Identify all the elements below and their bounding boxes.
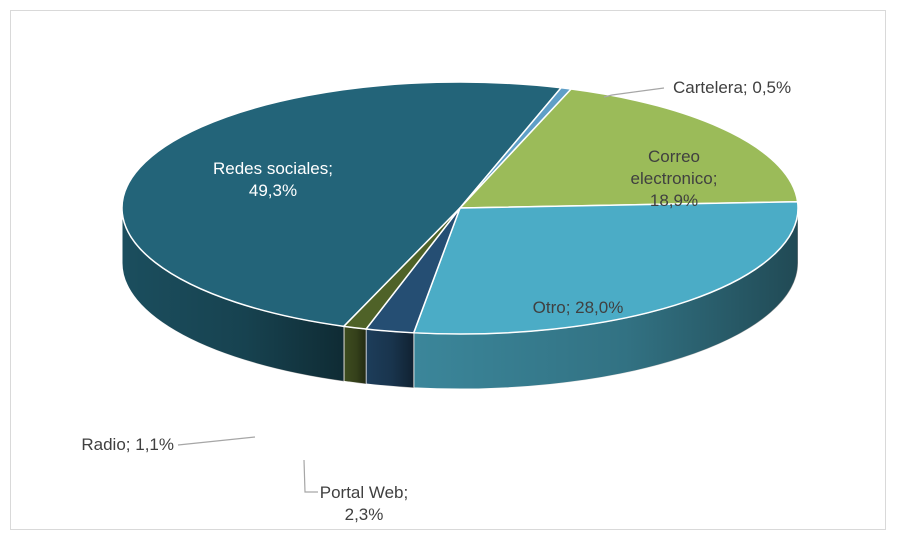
leader-portal-web (303, 459, 318, 493)
side-shade-portal-web (366, 329, 414, 388)
pie-top-slices (121, 81, 799, 335)
data-label-cartelera: Cartelera; 0,5% (673, 78, 791, 97)
data-label-correo-electronico: Correo electronico; 18,9% (631, 147, 718, 210)
data-label-otro: Otro; 28,0% (533, 298, 624, 317)
data-label-radio: Radio; 1,1% (81, 435, 174, 454)
side-shade-otro (413, 208, 798, 389)
data-label-redes-sociales: Redes sociales; 49,3% (213, 159, 333, 200)
slice-radio (342, 207, 461, 330)
side-shade-redes-sociales (122, 208, 344, 382)
leader-radio (177, 436, 256, 446)
slice-correo-electronico (458, 88, 799, 209)
leader-cartelera (603, 87, 665, 98)
data-labels: Redes sociales; 49,3% Cartelera; 0,5% Corre… (81, 78, 791, 524)
label-leader-lines (177, 87, 665, 493)
slice-redes-sociales (121, 81, 563, 328)
slice-otro (412, 201, 799, 335)
side-shade-radio (343, 326, 367, 385)
data-label-portal-web: Portal Web; 2,3% (320, 483, 409, 524)
